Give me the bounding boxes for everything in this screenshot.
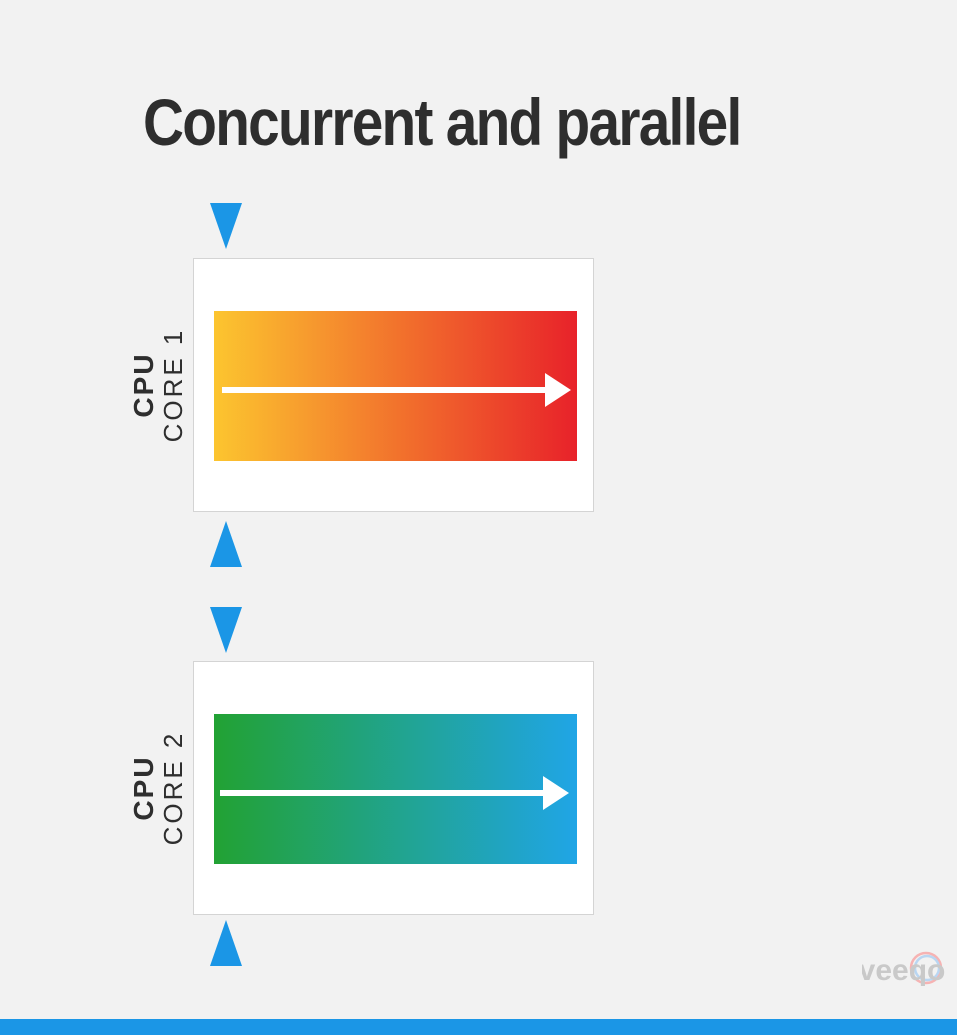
core-1-cpu-label: CPU (128, 352, 159, 418)
core-2-arrow-head (543, 776, 569, 810)
core-2-core-label: CORE 2 (158, 730, 188, 846)
core-1-gradient-arrow (214, 311, 577, 461)
core-2-cpu-label: CPU (128, 755, 159, 821)
end-marker-core-2 (210, 920, 242, 966)
core-1-task-bar (214, 311, 577, 461)
end-marker-core-1 (210, 521, 242, 567)
start-marker-core-2 (210, 607, 242, 653)
bottom-accent-bar (0, 1019, 957, 1035)
logo-wordmark: veeqo (862, 954, 945, 987)
start-marker-core-1 (210, 203, 242, 249)
veeqo-logo: veeqo (859, 942, 946, 996)
core-2-gradient-arrow (214, 714, 577, 864)
slide-title: Concurrent and parallel (143, 85, 742, 159)
core-1-arrow-head (545, 373, 571, 407)
core-2-task-bar (214, 714, 577, 864)
core-1-core-label: CORE 1 (158, 327, 188, 443)
core-1-label: CPU CORE 1 (128, 258, 188, 512)
core-2-label: CPU CORE 2 (128, 661, 188, 915)
